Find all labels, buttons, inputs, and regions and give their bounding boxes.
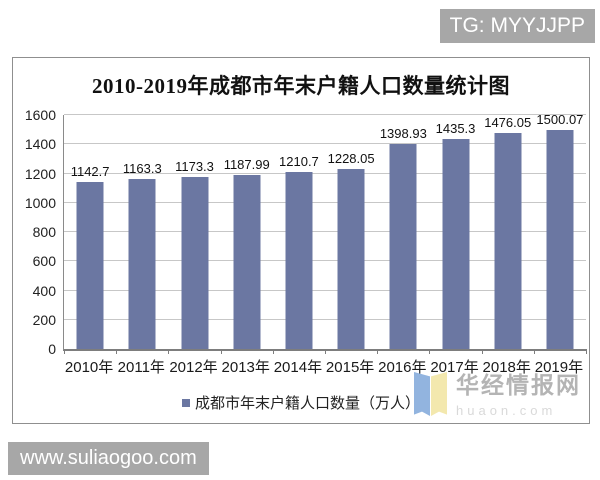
x-axis-label: 2013年	[221, 359, 270, 376]
bar-column: 1435.3	[429, 115, 481, 349]
gridline	[64, 201, 586, 203]
site-watermark-badge: www.suliaogoo.com	[8, 442, 209, 475]
huaon-watermark: 华经情报网 huaon.com	[414, 366, 581, 418]
bar-2016年	[389, 144, 417, 349]
x-axis-tick	[220, 349, 222, 354]
bar-column: 1500.07	[534, 111, 586, 349]
bar-value-label: 1142.7	[70, 163, 110, 179]
y-axis-tick-label: 1600	[24, 107, 56, 123]
bar-column: 1163.3	[116, 115, 168, 349]
bar-2010年	[76, 181, 104, 349]
x-axis-label: 2016年	[378, 359, 427, 376]
bar-column: 1476.05	[482, 115, 534, 349]
bar-2015年	[337, 169, 365, 349]
x-axis-label: 2019年	[534, 359, 584, 376]
legend: 成都市年末户籍人口数量（万人）	[13, 392, 589, 413]
y-axis-tick-label: 200	[32, 311, 56, 328]
y-axis-tick-label: 600	[32, 253, 56, 270]
x-axis-tick	[533, 349, 535, 354]
x-axis-label: 2010年	[64, 359, 114, 376]
gridline	[64, 318, 586, 320]
gridline	[64, 172, 586, 174]
logo-yellow-ribbon	[431, 372, 447, 416]
logo-blue-ribbon	[414, 372, 430, 416]
x-axis-label: 2015年	[325, 359, 375, 376]
bar-2017年	[442, 139, 470, 349]
x-axis-label: 2011年	[117, 359, 165, 376]
bars-layer: 1142.7 1163.3 1173.3 1187.99 1210.7 1228.05 13…	[64, 111, 586, 349]
bar-column: 1210.7	[273, 115, 325, 349]
x-axis-tick	[481, 349, 483, 354]
gridline	[64, 231, 586, 232]
bar-value-label: 1163.3	[122, 160, 162, 176]
x-axis-label: 2017年	[430, 359, 479, 376]
bar-value-label: 1435.3	[435, 121, 476, 137]
chart-frame: 2010-2019年成都市年末户籍人口数量统计图 1142.7 1163.3 117…	[12, 57, 590, 424]
bar-value-label: 1173.3	[175, 159, 214, 175]
bar-value-label: 1187.99	[223, 157, 270, 173]
huaon-logo-icon	[414, 372, 448, 418]
x-axis-label: 2014年	[273, 359, 323, 376]
y-axis-tick-label: 0	[48, 341, 56, 357]
bar-value-label: 1500.07	[536, 111, 584, 127]
x-axis-labels: 2010年 2011年 2012年 2013年 2014年 2015年 2016年 2017年…	[63, 356, 585, 377]
bar-2018年	[494, 133, 522, 349]
x-axis-tick	[116, 349, 118, 354]
x-axis-tick	[429, 349, 431, 354]
bar-value-label: 1398.93	[379, 126, 427, 142]
x-axis-label: 2018年	[482, 359, 531, 376]
bar-2019年	[546, 129, 574, 349]
bar-value-label: 1210.7	[279, 153, 319, 169]
gridline	[64, 260, 586, 262]
bar-column: 1187.99	[221, 115, 273, 349]
bar-2014年	[285, 171, 313, 349]
x-axis-tick	[272, 349, 274, 354]
bar-2011年	[128, 178, 156, 349]
y-axis-tick-label: 1000	[24, 194, 56, 211]
plot-area: 1142.7 1163.3 1173.3 1187.99 1210.7 1228.05 13…	[25, 107, 587, 357]
watermark-name: 华经情报网	[456, 372, 581, 398]
watermark-domain: huaon.com	[456, 403, 557, 418]
bar-2012年	[181, 177, 208, 349]
x-axis-tick	[64, 349, 65, 354]
tg-watermark-badge: TG: MYYJJPP	[439, 9, 595, 43]
x-axis-tick	[377, 349, 379, 354]
bar-column: 1142.7	[64, 115, 116, 349]
bar-column: 1228.05	[325, 115, 377, 349]
bar-column: 1398.93	[377, 115, 429, 349]
x-axis-tick	[168, 349, 170, 354]
gridline	[64, 114, 586, 115]
legend-label: 成都市年末户籍人口数量（万人）	[194, 395, 420, 412]
gridline	[64, 143, 586, 145]
bar-value-label: 1476.05	[484, 115, 532, 131]
bar-2013年	[233, 175, 261, 349]
x-axis-tick	[586, 349, 587, 354]
y-axis-tick-label: 400	[32, 282, 56, 299]
y-axis-tick-label: 800	[32, 224, 56, 240]
y-axis-tick-label: 1200	[24, 165, 56, 182]
bar-value-label: 1228.05	[327, 151, 375, 167]
bar-column: 1173.3	[168, 115, 220, 349]
legend-marker-icon	[181, 398, 190, 407]
y-axis-tick-label: 1400	[24, 136, 56, 153]
gridline	[64, 289, 586, 291]
x-axis-label: 2012年	[169, 359, 218, 376]
chart-title: 2010-2019年成都市年末户籍人口数量统计图	[92, 74, 510, 98]
x-axis-tick	[325, 349, 326, 354]
